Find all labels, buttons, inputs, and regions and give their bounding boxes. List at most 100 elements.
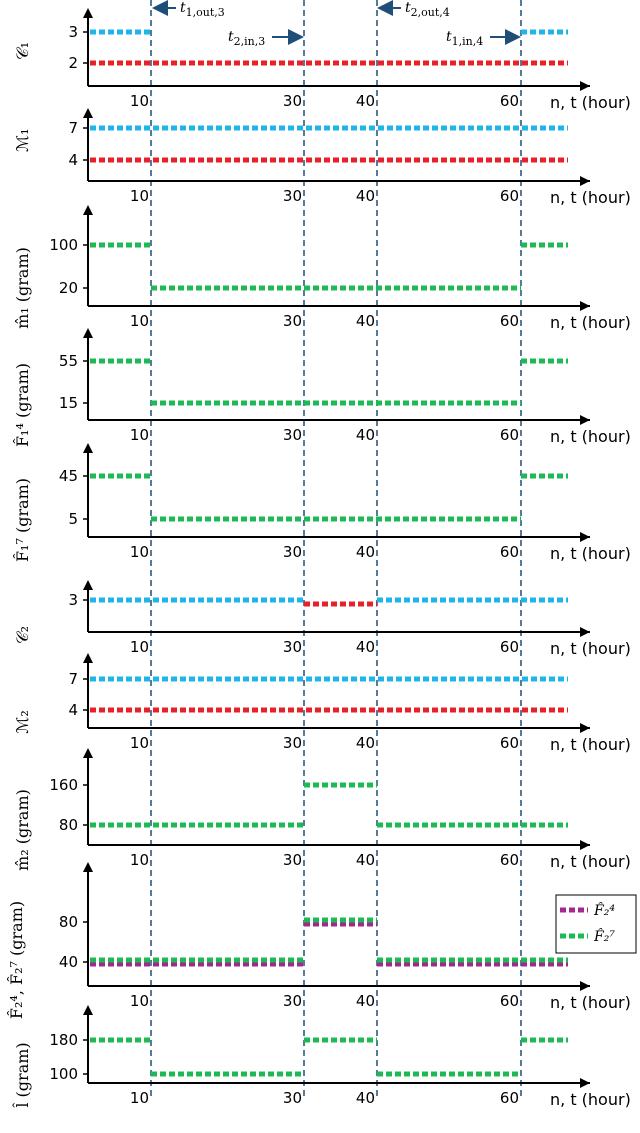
x-axis-arrow bbox=[580, 301, 590, 311]
panel-2: 100 20 m̂₁ (gram) 10 30 40 60 n, t (hour) bbox=[13, 205, 631, 332]
x-tick-label: 60 bbox=[500, 92, 519, 110]
x-tick-label: 40 bbox=[356, 543, 375, 561]
x-tick-label: 60 bbox=[500, 992, 519, 1010]
annotation-3: t1,in,4 bbox=[446, 29, 483, 48]
y-tick-label: 20 bbox=[59, 279, 78, 297]
y-axis-title: m̂₂ (gram) bbox=[13, 789, 32, 871]
y-tick-label: 160 bbox=[49, 776, 78, 794]
x-tick-label: 30 bbox=[283, 1089, 302, 1107]
y-tick-label: 40 bbox=[59, 953, 78, 971]
annotation-2: t2,out,4 bbox=[405, 0, 450, 19]
x-tick-label: 30 bbox=[283, 992, 302, 1010]
y-axis-arrow bbox=[83, 653, 93, 663]
y-axis-title: F̂₂⁴, F̂₂⁷ (gram) bbox=[7, 901, 26, 1019]
panel-8: 80 40 F̂₂⁴, F̂₂⁷ (gram) 10 30 40 60 n, t (hour)… bbox=[7, 862, 637, 1019]
legend-label-purple: F̂₂⁴ bbox=[593, 901, 615, 919]
y-axis-arrow bbox=[83, 8, 93, 18]
y-tick-label: 5 bbox=[68, 510, 78, 528]
annotation-0: t1,out,3 bbox=[180, 0, 225, 19]
y-axis-arrow bbox=[83, 328, 93, 338]
x-axis-arrow bbox=[580, 1078, 590, 1088]
x-axis-title: n, t (hour) bbox=[550, 639, 631, 658]
x-axis-arrow bbox=[580, 81, 590, 91]
y-axis-arrow bbox=[83, 205, 93, 215]
x-tick-label: 10 bbox=[130, 92, 149, 110]
x-tick-label: 40 bbox=[356, 851, 375, 869]
y-axis-arrow bbox=[83, 748, 93, 758]
legend-box bbox=[555, 894, 637, 954]
x-axis-title: n, t (hour) bbox=[550, 852, 631, 871]
x-tick-label: 10 bbox=[130, 851, 149, 869]
panel-6: 7 4 ℳ₂ 10 30 40 60 n, t (hour) bbox=[13, 653, 631, 754]
x-axis-arrow bbox=[580, 723, 590, 733]
x-tick-label: 60 bbox=[500, 543, 519, 561]
y-axis-title: 𝒞₁ bbox=[13, 42, 32, 60]
x-axis-arrow bbox=[580, 840, 590, 850]
x-tick-label: 30 bbox=[283, 312, 302, 330]
x-axis-arrow bbox=[580, 176, 590, 186]
y-axis-title: F̂₁⁴ (gram) bbox=[13, 363, 32, 447]
annotation-1: t2,in,3 bbox=[228, 29, 265, 48]
y-tick-label: 180 bbox=[49, 1031, 78, 1049]
x-axis-title: n, t (hour) bbox=[550, 313, 631, 332]
y-axis-arrow bbox=[83, 1005, 93, 1015]
x-tick-label: 10 bbox=[130, 992, 149, 1010]
x-axis-title: n, t (hour) bbox=[550, 1090, 631, 1109]
x-axis-title: n, t (hour) bbox=[550, 544, 631, 563]
y-tick-label: 7 bbox=[68, 119, 78, 137]
y-axis-title: ℳ₂ bbox=[13, 710, 32, 734]
x-axis-title: n, t (hour) bbox=[550, 735, 631, 754]
x-tick-label: 40 bbox=[356, 92, 375, 110]
x-tick-label: 10 bbox=[130, 543, 149, 561]
legend-label-green: F̂₂⁷ bbox=[593, 927, 615, 945]
panel-3: 55 15 F̂₁⁴ (gram) 10 30 40 60 n, t (hour) bbox=[13, 328, 631, 447]
panel-7: 160 80 m̂₂ (gram) 10 30 40 60 n, t (hour) bbox=[13, 748, 631, 871]
y-tick-label: 15 bbox=[59, 394, 78, 412]
y-tick-label: 80 bbox=[59, 913, 78, 931]
y-axis-title: 𝒞₂ bbox=[13, 626, 32, 644]
x-tick-label: 40 bbox=[356, 992, 375, 1010]
panel-4: 45 5 F̂₁⁷ (gram) 10 30 40 60 n, t (hour) bbox=[13, 443, 631, 563]
x-tick-label: 10 bbox=[130, 187, 149, 205]
y-tick-label: 3 bbox=[68, 591, 78, 609]
y-tick-label: 4 bbox=[68, 701, 78, 719]
x-tick-label: 40 bbox=[356, 187, 375, 205]
x-axis-arrow bbox=[580, 981, 590, 991]
x-axis-arrow bbox=[580, 532, 590, 542]
x-tick-label: 60 bbox=[500, 851, 519, 869]
x-tick-label: 60 bbox=[500, 1089, 519, 1107]
x-tick-label: 30 bbox=[283, 734, 302, 752]
y-axis-arrow bbox=[83, 443, 93, 453]
y-tick-label: 55 bbox=[59, 352, 78, 370]
y-tick-label: 100 bbox=[49, 1065, 78, 1083]
x-tick-label: 40 bbox=[356, 426, 375, 444]
y-axis-arrow bbox=[83, 580, 93, 590]
y-axis-title: ℳ₁ bbox=[13, 128, 32, 152]
x-tick-label: 10 bbox=[130, 426, 149, 444]
y-tick-label: 100 bbox=[49, 236, 78, 254]
x-tick-label: 10 bbox=[130, 312, 149, 330]
x-tick-label: 60 bbox=[500, 187, 519, 205]
x-tick-label: 60 bbox=[500, 734, 519, 752]
y-tick-label: 4 bbox=[68, 151, 78, 169]
y-axis-title: F̂₁⁷ (gram) bbox=[13, 478, 32, 562]
y-tick-label: 45 bbox=[59, 467, 78, 485]
x-tick-label: 40 bbox=[356, 1089, 375, 1107]
x-axis-title: n, t (hour) bbox=[550, 993, 631, 1012]
legend: F̂₂⁴ F̂₂⁷ bbox=[555, 894, 637, 954]
y-tick-label: 3 bbox=[68, 23, 78, 41]
panel-5: 3 𝒞₂ 10 30 40 60 n, t (hour) bbox=[13, 580, 631, 658]
panel-9: 180 100 l̂ (gram) 10 30 40 60 n, t (hour) bbox=[13, 1005, 631, 1109]
x-tick-label: 30 bbox=[283, 638, 302, 656]
y-axis-arrow bbox=[83, 108, 93, 118]
y-axis-title: l̂ (gram) bbox=[13, 1042, 32, 1108]
y-tick-label: 80 bbox=[59, 816, 78, 834]
panel-0: 3 2 𝒞₁ 10 30 40 60 n, t (hour) bbox=[13, 8, 631, 112]
x-tick-label: 30 bbox=[283, 426, 302, 444]
x-tick-label: 60 bbox=[500, 312, 519, 330]
x-tick-label: 10 bbox=[130, 1089, 149, 1107]
x-tick-label: 40 bbox=[356, 638, 375, 656]
x-axis-title: n, t (hour) bbox=[550, 188, 631, 207]
x-tick-label: 30 bbox=[283, 851, 302, 869]
